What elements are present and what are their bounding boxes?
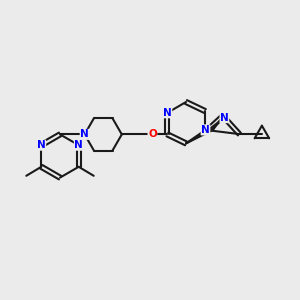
Text: N: N	[37, 140, 46, 150]
Text: N: N	[201, 125, 210, 135]
Text: N: N	[74, 140, 83, 150]
Text: N: N	[163, 108, 172, 118]
Text: N: N	[80, 129, 89, 140]
Text: O: O	[148, 129, 157, 140]
Text: N: N	[220, 112, 229, 123]
